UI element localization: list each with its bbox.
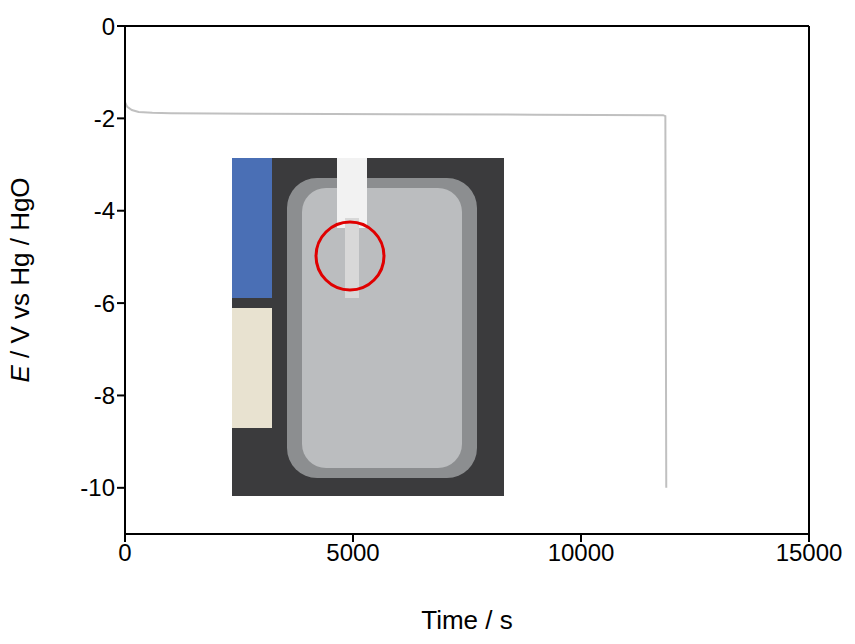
svg-text:Time / s: Time / s <box>421 605 512 635</box>
svg-text:-8: -8 <box>94 382 115 409</box>
svg-text:E / V vs Hg / HgO: E / V vs Hg / HgO <box>5 177 35 382</box>
svg-text:-4: -4 <box>94 197 115 224</box>
svg-text:-2: -2 <box>94 105 115 132</box>
svg-text:0: 0 <box>118 539 131 566</box>
svg-text:0: 0 <box>102 13 115 40</box>
svg-text:5000: 5000 <box>326 539 379 566</box>
svg-text:10000: 10000 <box>548 539 615 566</box>
svg-text:15000: 15000 <box>776 539 843 566</box>
svg-text:-10: -10 <box>80 474 115 501</box>
svg-text:-6: -6 <box>94 290 115 317</box>
